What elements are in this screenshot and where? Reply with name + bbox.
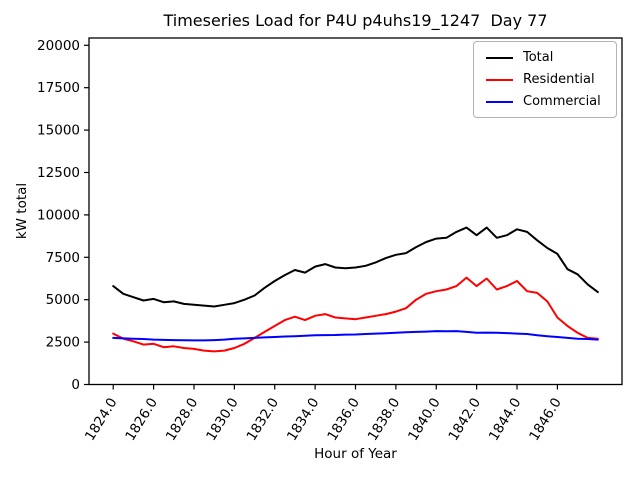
- svg-text:1838.0: 1838.0: [365, 395, 404, 444]
- svg-text:1830.0: 1830.0: [203, 395, 242, 444]
- svg-text:1842.0: 1842.0: [445, 395, 484, 444]
- svg-text:1846.0: 1846.0: [526, 395, 565, 444]
- svg-text:12500: 12500: [37, 165, 80, 181]
- svg-text:1826.0: 1826.0: [122, 395, 161, 444]
- legend-label-residential: Residential: [523, 72, 595, 87]
- svg-text:1828.0: 1828.0: [163, 395, 202, 444]
- total-line-swatch: [486, 56, 513, 59]
- x-axis-label: Hour of Year: [314, 446, 397, 462]
- residential-line-swatch: [486, 78, 513, 81]
- svg-text:1840.0: 1840.0: [405, 395, 444, 444]
- svg-text:17500: 17500: [37, 80, 80, 96]
- legend: Total Residential Commercial: [473, 41, 617, 118]
- svg-text:1824.0: 1824.0: [82, 395, 121, 444]
- svg-text:0: 0: [71, 377, 80, 393]
- svg-text:7500: 7500: [46, 250, 80, 266]
- svg-text:5000: 5000: [46, 292, 80, 308]
- legend-entry-residential: Residential: [486, 72, 606, 87]
- svg-text:10000: 10000: [37, 207, 80, 223]
- series-lines: [112, 226, 599, 353]
- chart-title: Timeseries Load for P4U p4uhs19_1247 Day…: [163, 11, 548, 30]
- svg-text:1836.0: 1836.0: [324, 395, 363, 444]
- legend-label-commercial: Commercial: [523, 94, 601, 109]
- svg-text:15000: 15000: [37, 123, 80, 139]
- commercial-line-swatch: [486, 100, 513, 103]
- svg-text:20000: 20000: [37, 38, 80, 54]
- legend-entry-commercial: Commercial: [486, 94, 606, 109]
- legend-label-total: Total: [523, 50, 554, 65]
- svg-text:1834.0: 1834.0: [284, 395, 323, 444]
- svg-text:1832.0: 1832.0: [244, 395, 283, 444]
- svg-text:1844.0: 1844.0: [486, 395, 525, 444]
- legend-entry-total: Total: [486, 50, 606, 65]
- svg-text:2500: 2500: [46, 335, 80, 351]
